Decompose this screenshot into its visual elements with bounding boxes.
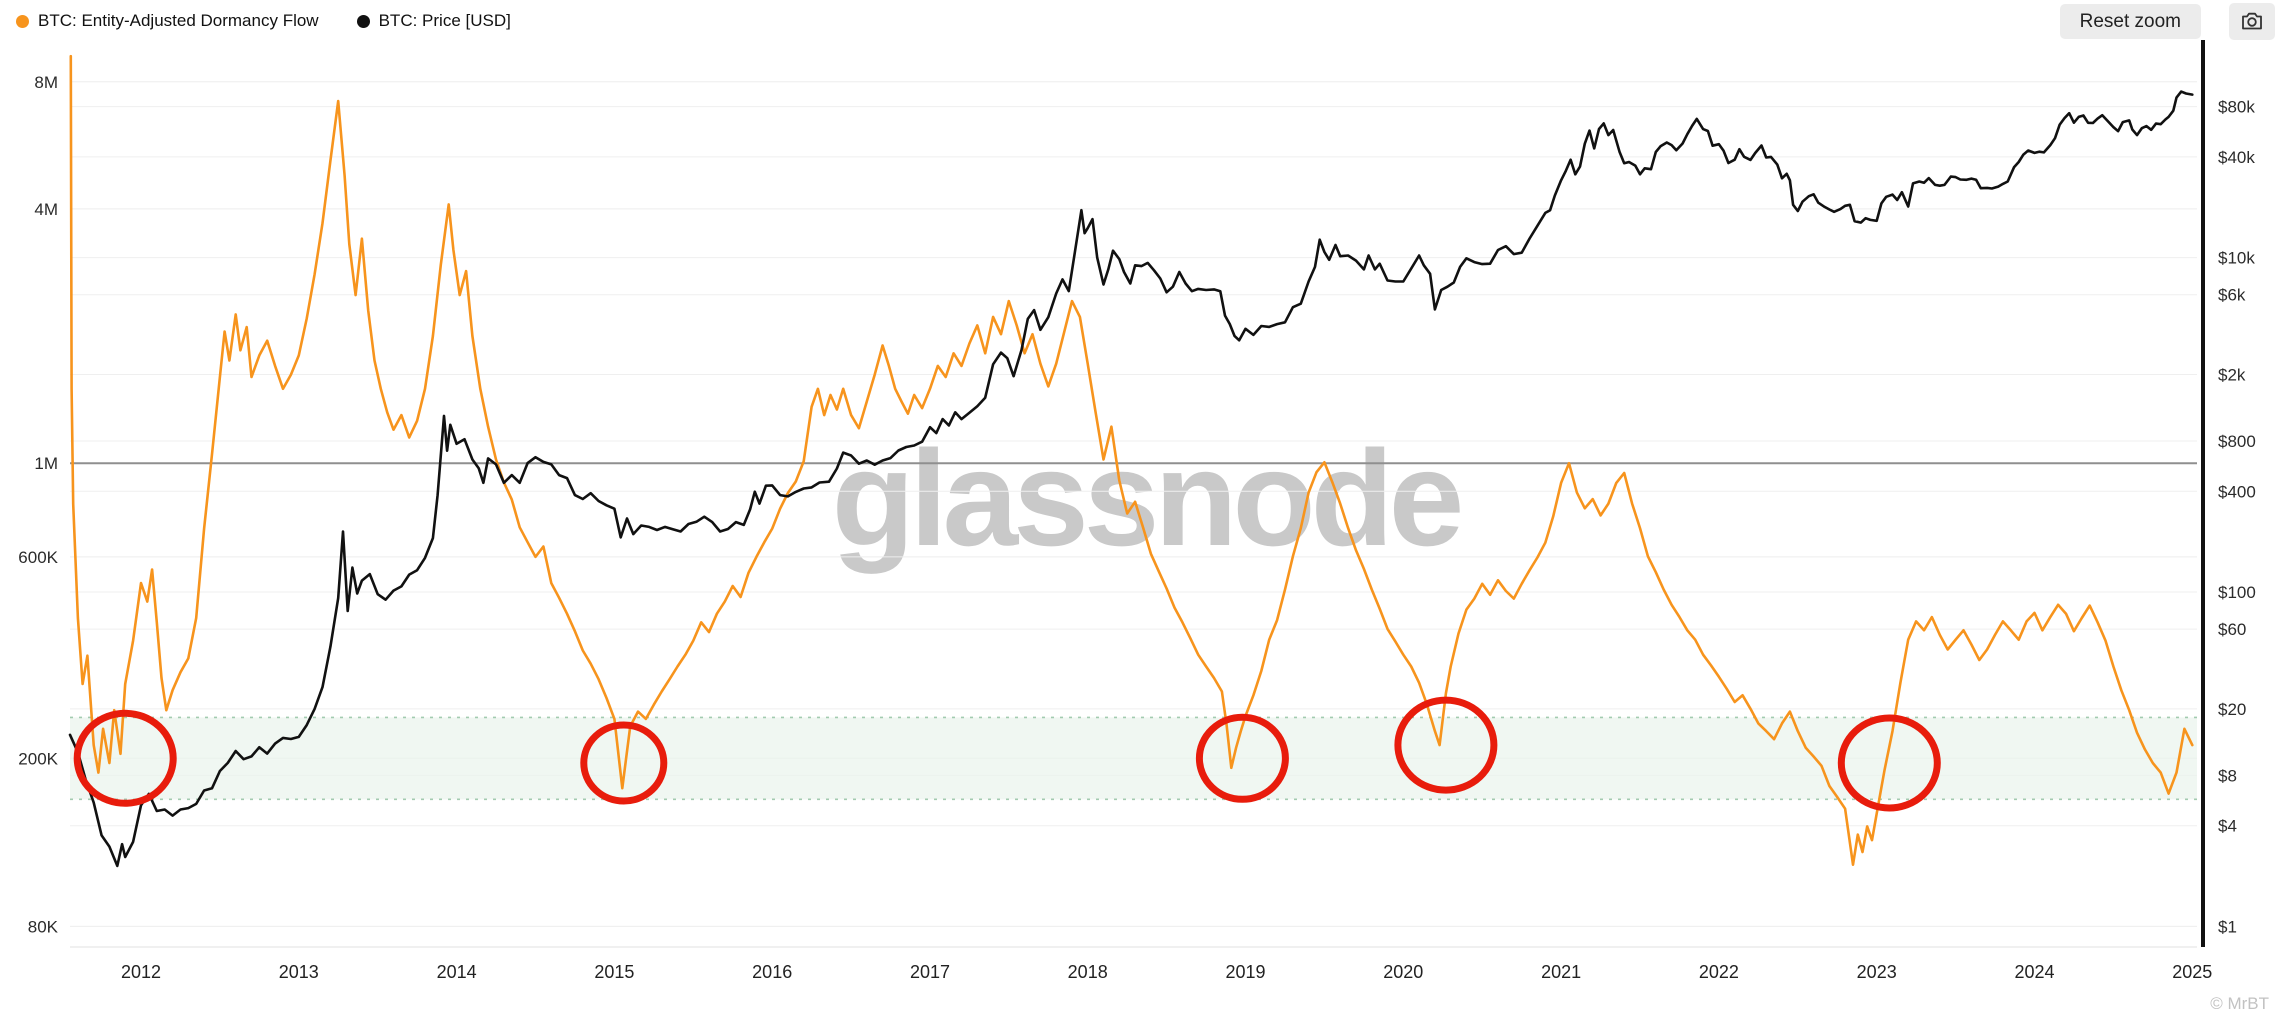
x-axis-label: 2018 [1068, 962, 1108, 982]
x-axis-label: 2019 [1225, 962, 1265, 982]
y-axis-right-label: $40k [2218, 148, 2255, 167]
dormancy-low-band [70, 717, 2197, 800]
y-axis-left-label: 1M [34, 454, 58, 473]
y-axis-right-label: $400 [2218, 482, 2256, 501]
bottom-signal-circle [1837, 714, 1941, 812]
y-axis-right-label: $20 [2218, 700, 2246, 719]
bottom-signal-circle [73, 709, 177, 807]
y-axis-left-label: 4M [34, 200, 58, 219]
y-axis-right-label: $80k [2218, 98, 2255, 117]
x-axis-label: 2015 [594, 962, 634, 982]
bottom-signal-circle [580, 721, 668, 805]
y-axis-right-label: $10k [2218, 249, 2255, 268]
x-axis-label: 2021 [1541, 962, 1581, 982]
y-axis-right-label: $100 [2218, 583, 2256, 602]
series-price [68, 90, 2194, 868]
legend-swatch-dormancy-icon [16, 14, 29, 28]
y-axis-left-label: 600K [18, 548, 58, 567]
x-axis-label: 2017 [910, 962, 950, 982]
y-axis-left-label: 80K [28, 917, 59, 936]
x-axis-label: 2024 [2014, 962, 2054, 982]
legend-item-dormancy-flow[interactable]: BTC: Entity-Adjusted Dormancy Flow [16, 11, 319, 31]
x-axis-label: 2016 [752, 962, 792, 982]
y-axis-right-label: $4 [2218, 817, 2237, 836]
bottom-signal-circle [1195, 713, 1289, 803]
camera-button[interactable] [2229, 2, 2275, 40]
x-axis-label: 2020 [1383, 962, 1423, 982]
series-dormancy-flow [69, 54, 2194, 866]
y-axis-right-label: $60 [2218, 620, 2246, 639]
x-axis-label: 2022 [1699, 962, 1739, 982]
x-axis-label: 2013 [279, 962, 319, 982]
toolbar-actions: Reset zoom [2059, 2, 2275, 40]
y-axis-right-label: $6k [2218, 286, 2246, 305]
credit-watermark: © MrBT [2210, 994, 2269, 1013]
x-axis-label: 2012 [121, 962, 161, 982]
x-axis-label: 2025 [2172, 962, 2212, 982]
glassnode-watermark: glassnode [831, 422, 1465, 574]
legend-label-price: BTC: Price [USD] [378, 11, 511, 30]
legend-swatch-price-icon [356, 14, 370, 28]
legend-label-dormancy: BTC: Entity-Adjusted Dormancy Flow [38, 11, 319, 30]
x-axis-label: 2023 [1857, 962, 1897, 982]
y-axis-right-label: $1 [2218, 917, 2237, 936]
y-axis-right-label: $800 [2218, 432, 2256, 451]
y-axis-left-label: 200K [18, 749, 58, 768]
chart-toolbar: BTC: Entity-Adjusted Dormancy Flow BTC: … [0, 0, 2291, 42]
x-axis-label: 2014 [437, 962, 477, 982]
y-axis-right-label: $8 [2218, 766, 2237, 785]
legend-item-price[interactable]: BTC: Price [USD] [356, 11, 511, 31]
y-axis-left-label: 8M [34, 73, 58, 92]
bottom-signal-circle [1394, 696, 1498, 794]
reset-zoom-button[interactable]: Reset zoom [2059, 3, 2201, 39]
y-axis-right-label: $2k [2218, 366, 2246, 385]
chart-legend: BTC: Entity-Adjusted Dormancy Flow BTC: … [16, 11, 511, 31]
camera-icon [2242, 12, 2262, 30]
